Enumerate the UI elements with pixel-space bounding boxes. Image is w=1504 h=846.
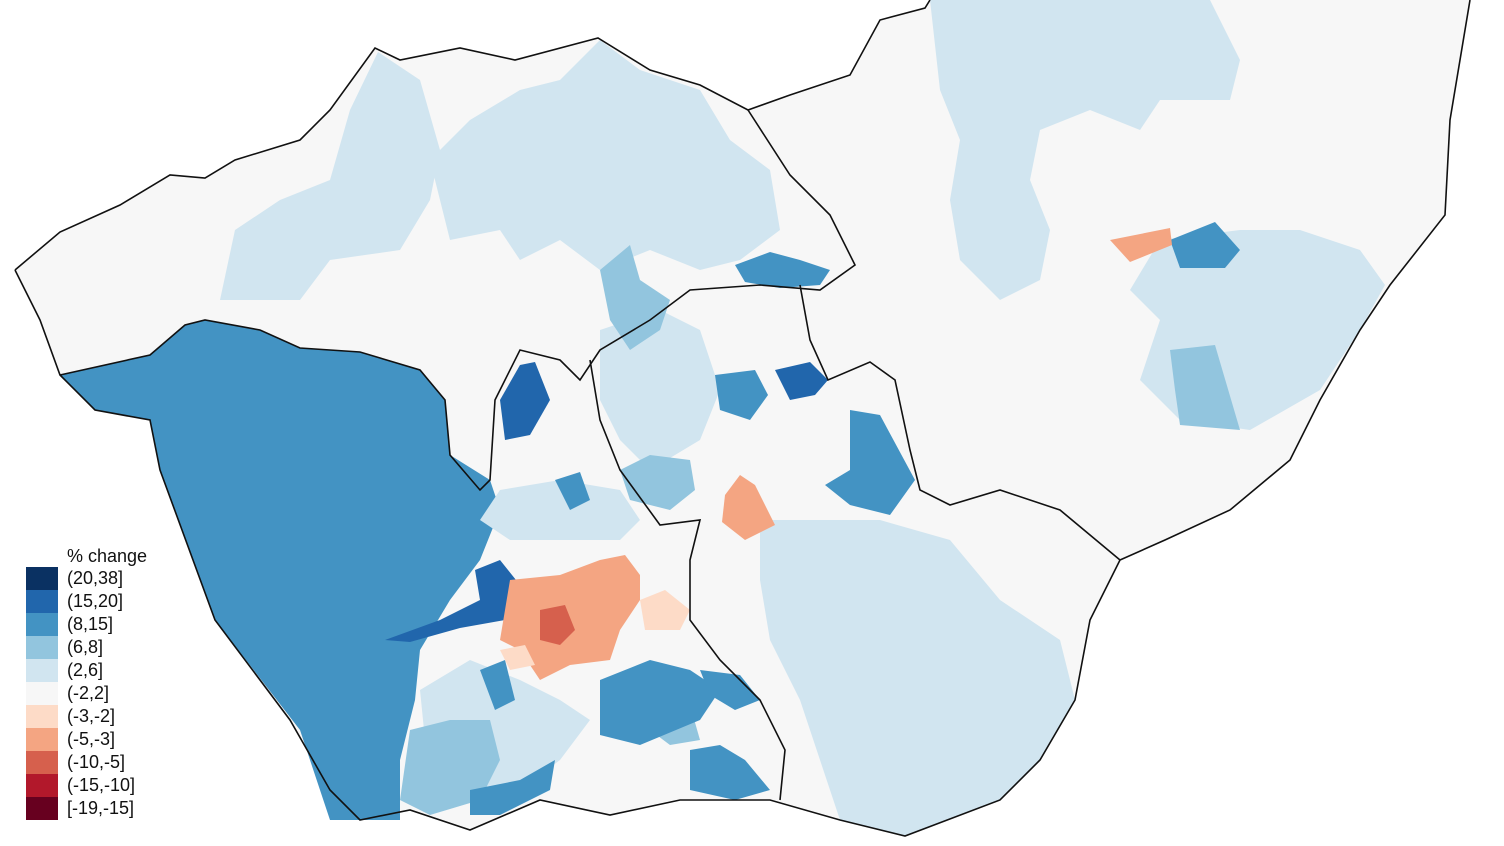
legend-swatch (26, 613, 58, 636)
legend-swatch (26, 751, 58, 774)
legend-item: (20,38] (26, 567, 147, 590)
legend-label: [-19,-15] (67, 798, 135, 818)
legend-item: (15,20] (26, 590, 147, 613)
legend-rows: (20,38] (15,20] (8,15] (6,8] (2,6] (-2,2] (-3,… (26, 567, 147, 820)
legend: % change (20,38] (15,20] (8,15] (6,8] (2,6](… (26, 545, 147, 820)
legend-item: (2,6] (26, 659, 147, 682)
legend-item: (-3,-2] (26, 705, 147, 728)
region-west-blue (60, 320, 500, 820)
legend-swatch (26, 636, 58, 659)
legend-label: (-10,-5] (67, 752, 126, 772)
legend-label: (-15,-10] (67, 775, 136, 795)
legend-label: (-2,2] (67, 683, 110, 703)
legend-swatch (26, 797, 58, 820)
legend-swatch (26, 659, 58, 682)
region-8-15-h (480, 660, 515, 710)
legend-item: (-10,-5] (26, 751, 147, 774)
region-6-8-a (600, 245, 670, 350)
region-east-pale (930, 0, 1240, 300)
legend-swatch (26, 682, 58, 705)
region-8-15-f (600, 660, 720, 745)
region-east-pale-2 (1130, 230, 1385, 430)
legend-label: (20,38] (67, 568, 124, 588)
region-south-pale (760, 520, 1075, 836)
legend-label: (8,15] (67, 614, 114, 634)
region-8-15-g (690, 745, 770, 800)
region-8-15-j (700, 670, 760, 710)
region-north-pale-2 (430, 40, 780, 270)
legend-swatch (26, 590, 58, 613)
region-15-20-a (500, 362, 550, 440)
legend-item: (-15,-10] (26, 774, 147, 797)
legend-item: (6,8] (26, 636, 147, 659)
region-8-15-c (715, 370, 768, 420)
region-15-20-b (775, 362, 828, 400)
legend-title: % change (67, 546, 148, 566)
legend-label: (-5,-3] (67, 729, 116, 749)
legend-item: (-2,2] (26, 682, 147, 705)
legend-swatch (26, 705, 58, 728)
legend-label: (2,6] (67, 660, 104, 680)
legend-label: (15,20] (67, 591, 124, 611)
region-center-pale-2 (480, 480, 640, 540)
region-8-15-e (555, 472, 590, 510)
legend-swatch (26, 567, 58, 590)
legend-item: (8,15] (26, 613, 147, 636)
legend-item: (-5,-3] (26, 728, 147, 751)
legend-label: (6,8] (67, 637, 104, 657)
legend-swatch (26, 728, 58, 751)
region-neg5-3-c (1110, 228, 1172, 262)
district-boundaries (14, 0, 1471, 837)
legend-swatch (26, 774, 58, 797)
legend-item: [-19,-15] (26, 797, 147, 820)
region-north-pale (220, 52, 440, 300)
region-8-15-b (1170, 222, 1240, 268)
region-neg5-3-b (722, 475, 775, 540)
region-8-15-d (825, 410, 915, 515)
region-neg3-2-b (500, 645, 535, 670)
region-8-15-a (735, 252, 830, 288)
legend-label: (-3,-2] (67, 706, 116, 726)
region-15-20-c (385, 560, 525, 642)
region-neg3-2-a (640, 590, 690, 630)
region-neg10-5 (540, 605, 575, 645)
region-8-15-i (470, 760, 555, 815)
region-6-8-c (1170, 345, 1240, 430)
